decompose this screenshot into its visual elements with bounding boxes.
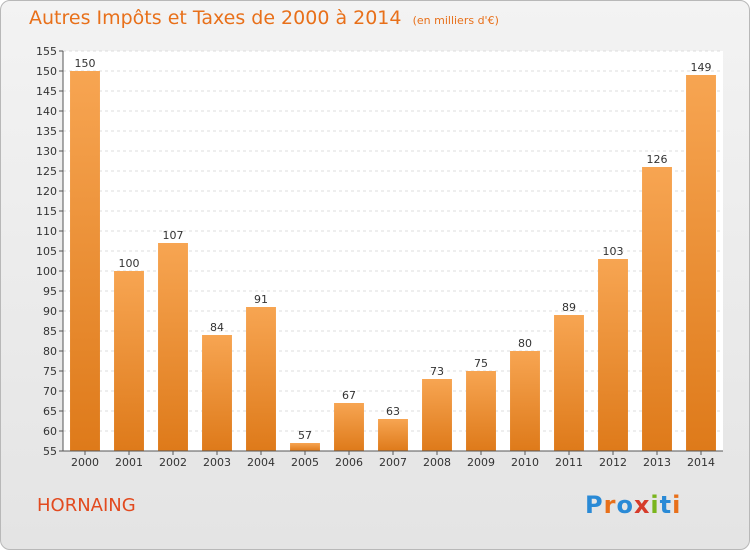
- y-tick-label: 120: [36, 185, 57, 198]
- x-tick-label: 2006: [335, 456, 363, 469]
- proxiti-logo: Proxiti: [585, 491, 681, 519]
- bar: [378, 419, 408, 451]
- y-tick-label: 130: [36, 145, 57, 158]
- bar-value-label: 57: [298, 429, 312, 442]
- y-tick-label: 100: [36, 265, 57, 278]
- bar: [202, 335, 232, 451]
- logo-letter: x: [633, 491, 651, 519]
- bar: [290, 443, 320, 451]
- y-tick-label: 140: [36, 105, 57, 118]
- bar-value-label: 100: [119, 257, 140, 270]
- bar-value-label: 63: [386, 405, 400, 418]
- y-tick-label: 65: [43, 405, 57, 418]
- chart-title: Autres Impôts et Taxes de 2000 à 2014: [29, 7, 402, 29]
- y-tick-label: 155: [36, 45, 57, 58]
- bar: [554, 315, 584, 451]
- y-tick-label: 90: [43, 305, 57, 318]
- bar: [686, 75, 716, 451]
- y-tick-label: 80: [43, 345, 57, 358]
- x-tick-label: 2002: [159, 456, 187, 469]
- x-axis: 2000 2001 2002 2003 2004 2005 2006 2007 2008 2009…: [63, 450, 723, 469]
- bars-group: 150 100 107 84 91 57 67 63 73 75 80 89 103 126 149: [70, 57, 716, 451]
- y-axis: 55 60 65 70 75 80 85 90 95 100 105 110 115 120 125 130 1…: [36, 45, 64, 458]
- title-row: Autres Impôts et Taxes de 2000 à 2014 (e…: [29, 7, 499, 29]
- bar-value-label: 103: [603, 245, 624, 258]
- bar-value-label: 91: [254, 293, 268, 306]
- bar: [422, 379, 452, 451]
- bar-value-label: 75: [474, 357, 488, 370]
- x-tick-label: 2003: [203, 456, 231, 469]
- bar: [70, 71, 100, 451]
- y-tick-label: 125: [36, 165, 57, 178]
- y-tick-label: 110: [36, 225, 57, 238]
- y-tick-label: 95: [43, 285, 57, 298]
- x-tick-label: 2000: [71, 456, 99, 469]
- bar-value-label: 80: [518, 337, 532, 350]
- y-tick-label: 115: [36, 205, 57, 218]
- bar: [246, 307, 276, 451]
- logo-letter: t: [659, 491, 673, 519]
- bar-value-label: 150: [75, 57, 96, 70]
- bar: [510, 351, 540, 451]
- bar: [334, 403, 364, 451]
- bar: [466, 371, 496, 451]
- x-tick-label: 2008: [423, 456, 451, 469]
- bar-value-label: 149: [691, 61, 712, 74]
- chart-subtitle: (en milliers d'€): [412, 14, 499, 27]
- y-tick-label: 70: [43, 385, 57, 398]
- y-tick-label: 145: [36, 85, 57, 98]
- bar-value-label: 89: [562, 301, 576, 314]
- logo-letter: r: [603, 491, 617, 519]
- logo-letter: o: [616, 491, 634, 519]
- logo-letter: i: [650, 491, 660, 519]
- y-tick-label: 55: [43, 445, 57, 458]
- x-tick-label: 2014: [687, 456, 715, 469]
- bar-value-label: 84: [210, 321, 224, 334]
- x-tick-label: 2013: [643, 456, 671, 469]
- bar-value-label: 67: [342, 389, 356, 402]
- y-tick-label: 105: [36, 245, 57, 258]
- bar-value-label: 107: [163, 229, 184, 242]
- x-tick-label: 2010: [511, 456, 539, 469]
- y-tick-label: 85: [43, 325, 57, 338]
- x-tick-label: 2001: [115, 456, 143, 469]
- logo-letter: P: [585, 491, 604, 519]
- logo-letter: i: [672, 491, 682, 519]
- location-label: HORNAING: [37, 495, 136, 516]
- y-tick-label: 150: [36, 65, 57, 78]
- x-tick-label: 2009: [467, 456, 495, 469]
- bar: [158, 243, 188, 451]
- bar: [642, 167, 672, 451]
- bar-value-label: 126: [647, 153, 668, 166]
- bar: [598, 259, 628, 451]
- x-tick-label: 2005: [291, 456, 319, 469]
- x-tick-label: 2007: [379, 456, 407, 469]
- bar: [114, 271, 144, 451]
- bar-value-label: 73: [430, 365, 444, 378]
- x-tick-label: 2011: [555, 456, 583, 469]
- x-tick-label: 2012: [599, 456, 627, 469]
- x-tick-label: 2004: [247, 456, 275, 469]
- y-tick-label: 75: [43, 365, 57, 378]
- y-tick-label: 135: [36, 125, 57, 138]
- y-tick-label: 60: [43, 425, 57, 438]
